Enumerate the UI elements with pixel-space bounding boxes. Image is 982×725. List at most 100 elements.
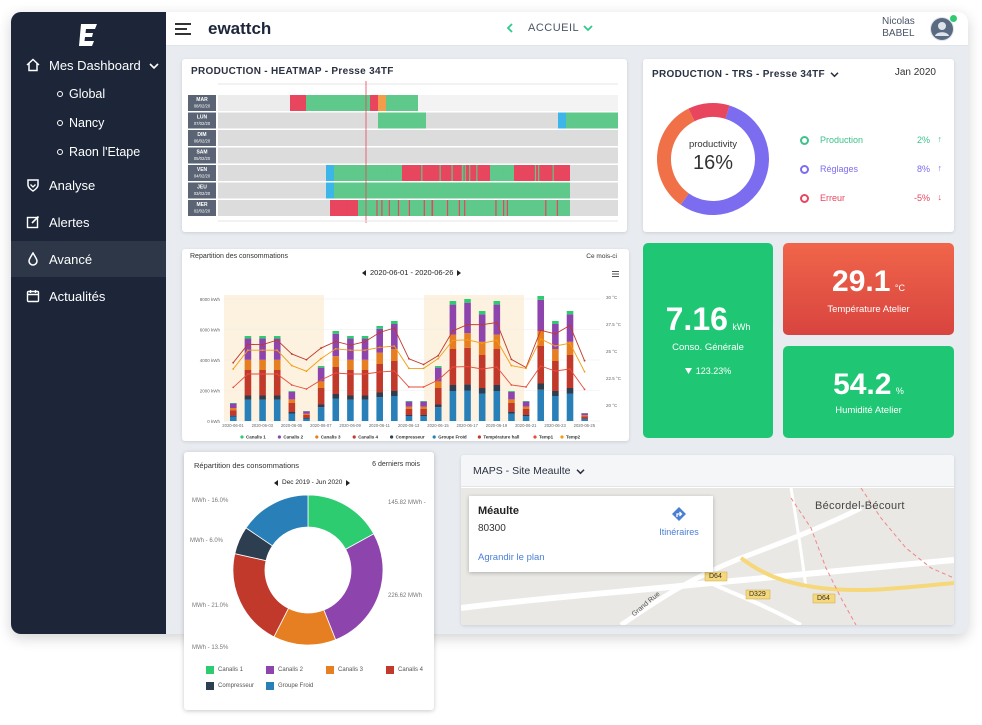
donut-legend-item[interactable]: Canalis 2 (266, 666, 303, 674)
chart-bar[interactable] (318, 366, 325, 421)
user-name[interactable]: Nicolas BABEL (882, 16, 915, 40)
sidebar-item-analyse[interactable]: Analyse (11, 167, 166, 203)
date-range[interactable]: Dec 2019 - Jun 2020 (274, 479, 350, 486)
chevron-down-icon[interactable] (830, 71, 839, 78)
chart-bar[interactable] (523, 401, 530, 421)
chart-bar[interactable] (420, 401, 427, 421)
chart-bar[interactable] (435, 366, 442, 421)
bar-segment (523, 401, 530, 402)
nav-breadcrumb[interactable]: ACCUEIL (506, 22, 593, 34)
heatmap-row[interactable]: MER02/02/20 (188, 200, 618, 216)
chart-bar[interactable] (362, 336, 369, 421)
chart-legend-item[interactable]: Compresseur (390, 435, 425, 440)
chart-bar[interactable] (332, 331, 339, 421)
chart-bar[interactable] (245, 336, 252, 421)
heatmap-row[interactable]: VEN04/02/20 (188, 165, 618, 181)
legend-swatch (206, 682, 214, 690)
directions-button[interactable]: Itinéraires (651, 506, 707, 537)
donut-legend-item[interactable]: Groupe Froid (266, 682, 313, 690)
sidebar-subitem-nancy[interactable]: Nancy (57, 116, 104, 130)
heatmap-chart[interactable]: MAR08/02/20 LUN07/02/20DIM06/02/20 SAM05/0… (188, 81, 622, 227)
bar-segment (552, 391, 559, 396)
sidebar-item-alertes[interactable]: Alertes (11, 204, 166, 240)
chart-bar[interactable] (537, 296, 544, 421)
chart-bar[interactable] (494, 301, 501, 421)
y-axis-right-label: 20 °C (606, 403, 618, 408)
consumption-chart[interactable]: 8000 kWh 6000 kWh 4000 kWh 2000 kWh 0 kWh 30 … (182, 279, 629, 441)
chevron-down-icon[interactable] (583, 24, 593, 32)
consumption-donut-chart[interactable] (232, 494, 384, 646)
chart-legend-item[interactable]: Canalis 1 (240, 435, 266, 440)
heatmap-row[interactable]: SAM05/02/20 (188, 148, 618, 164)
heatmap-row[interactable]: MAR08/02/20 (188, 95, 618, 111)
period-label[interactable]: Ce mois-ci (586, 253, 617, 260)
chart-bar[interactable] (303, 411, 310, 421)
donut-slice-canalis2[interactable] (324, 534, 383, 640)
legend-swatch (353, 435, 356, 438)
bar-segment (376, 393, 383, 398)
chevron-left-icon[interactable] (506, 23, 514, 33)
chart-legend-item[interactable]: Température hall (478, 435, 520, 440)
chart-bar[interactable] (464, 299, 471, 421)
heatmap-row[interactable]: LUN07/02/20 (188, 113, 618, 129)
bar-segment (406, 415, 413, 416)
caret-left-icon[interactable] (362, 270, 367, 276)
chart-bar[interactable] (406, 401, 413, 421)
chart-bar[interactable] (289, 391, 296, 421)
donut-legend-item[interactable]: Canalis 1 (206, 666, 243, 674)
heatmap-row[interactable]: JEU03/02/20 (188, 183, 618, 199)
trs-legend-item[interactable]: Production 2% ↑ (800, 134, 942, 148)
bar-segment (435, 407, 442, 421)
heatmap-tick (545, 200, 546, 216)
sidebar-item-actualites[interactable]: Actualités (11, 278, 166, 314)
chart-bar[interactable] (376, 326, 383, 421)
donut-legend-item[interactable]: Compresseur (206, 682, 254, 690)
hamburger-menu-icon[interactable] (612, 271, 619, 277)
chart-bar[interactable] (230, 403, 237, 421)
donut-legend-item[interactable]: Canalis 4 (386, 666, 423, 674)
chart-legend-item[interactable]: Temp2 (560, 435, 580, 440)
bar-segment (347, 400, 354, 421)
chart-legend-item[interactable]: Temp1 (533, 435, 553, 440)
heatmap-tick (459, 200, 460, 216)
sidebar-subitem-raon[interactable]: Raon l'Etape (57, 145, 140, 159)
caret-left-icon[interactable] (274, 480, 279, 486)
chevron-down-icon[interactable] (576, 468, 585, 475)
heatmap-cell (378, 113, 426, 129)
donut-slice-canalis4[interactable] (233, 554, 288, 637)
ewattch-logo-icon[interactable] (77, 22, 99, 48)
brand-logo[interactable]: ewattch (208, 19, 271, 39)
chart-bar[interactable] (347, 336, 354, 421)
chart-legend-item[interactable]: Canalis 4 (353, 435, 379, 440)
sidebar-item-dashboard[interactable]: Mes Dashboard (11, 47, 166, 83)
trs-legend-item[interactable]: Erreur -5% ↓ (800, 192, 942, 206)
chart-legend-item[interactable]: Groupe Froid (433, 435, 467, 440)
chart-legend-item[interactable]: Canalis 3 (315, 435, 341, 440)
trs-slice-production[interactable] (688, 103, 729, 121)
chart-bar[interactable] (508, 391, 515, 421)
chart-bar[interactable] (479, 311, 486, 421)
chart-bar[interactable] (274, 336, 281, 421)
chart-bar[interactable] (567, 311, 574, 421)
trs-legend-item[interactable]: Réglages 8% ↑ (800, 163, 942, 177)
sidebar-item-avance[interactable]: Avancé (11, 241, 166, 277)
chart-legend-item[interactable]: Canalis 2 (278, 435, 304, 440)
line-point (452, 330, 454, 332)
caret-right-icon[interactable] (456, 270, 461, 276)
date-range[interactable]: 2020-06-01 - 2020-06-26 (362, 268, 461, 277)
card-title[interactable]: PRODUCTION - TRS - Presse 34TF (652, 69, 839, 80)
donut-legend-item[interactable]: Canalis 3 (326, 666, 363, 674)
chart-bar[interactable] (259, 336, 266, 421)
map-title[interactable]: MAPS - Site Meaulte (473, 465, 585, 477)
chevron-down-icon[interactable] (149, 58, 159, 73)
caret-right-icon[interactable] (345, 480, 350, 486)
x-axis-label: 2020-06-05 (281, 423, 303, 428)
enlarge-map-link[interactable]: Agrandir le plan (478, 552, 545, 563)
chart-bar[interactable] (450, 301, 457, 421)
avatar[interactable] (930, 17, 954, 41)
menu-icon[interactable] (174, 22, 192, 36)
heatmap-row[interactable]: DIM06/02/20 (188, 130, 618, 146)
sidebar-subitem-global[interactable]: Global (57, 87, 105, 101)
period-label[interactable]: 6 derniers mois (372, 461, 420, 468)
chart-bar[interactable] (581, 413, 588, 421)
